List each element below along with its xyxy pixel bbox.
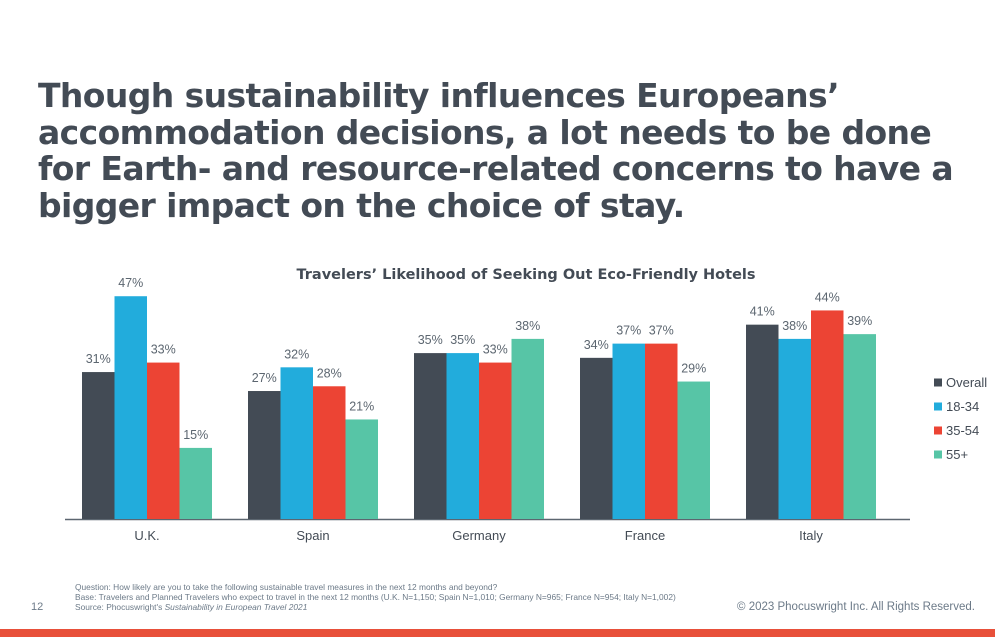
value-label-italy-35-54: 44% [815, 290, 840, 304]
value-label-u-k-overall: 31% [86, 352, 111, 366]
legend-swatch-35-54 [934, 426, 942, 435]
value-label-spain-35-54: 28% [317, 366, 342, 380]
legend-swatch-18-34 [934, 402, 942, 411]
legend-swatch-55 [934, 450, 942, 459]
bar-italy-55 [843, 334, 876, 519]
copyright: © 2023 Phocuswright Inc. All Rights Rese… [737, 601, 975, 613]
bar-france-18-34 [612, 343, 645, 519]
legend-label-overall: Overall [946, 375, 987, 390]
footnote-source-title: Sustainability in European Travel 2021 [164, 602, 308, 613]
value-label-italy-18-34: 38% [782, 319, 807, 333]
bars-group [82, 296, 876, 519]
bar-spain-55 [345, 419, 378, 519]
bar-u-k-55 [179, 447, 212, 519]
legend-label-35-54: 35-54 [946, 423, 979, 438]
value-label-germany-18-34: 35% [450, 333, 475, 347]
value-label-germany-overall: 35% [418, 333, 443, 347]
value-label-germany-35-54: 33% [483, 343, 508, 357]
value-label-italy-55: 39% [847, 314, 872, 328]
value-label-france-18-34: 37% [616, 324, 641, 338]
legend-label-55: 55+ [946, 447, 968, 462]
x-tick-italy: Italy [799, 528, 823, 543]
value-label-spain-55: 21% [349, 399, 374, 413]
value-labels-group: 31% 47% 33% 15% 27% 32% 28% 21% 35% 35% 33% 38% 34% 3… [86, 276, 873, 442]
bar-u-k-overall [82, 372, 115, 519]
legend-label-18-34: 18-34 [946, 399, 979, 414]
bar-italy-35-54 [811, 310, 844, 519]
value-label-france-55: 29% [681, 362, 706, 376]
bar-italy-overall [746, 324, 779, 519]
value-label-germany-55: 38% [515, 319, 540, 333]
value-label-france-35-54: 37% [649, 324, 674, 338]
value-label-u-k-18-34: 47% [118, 276, 143, 290]
value-label-italy-overall: 41% [750, 305, 775, 319]
bar-u-k-35-54 [147, 362, 180, 519]
x-tick-spain: Spain [296, 528, 329, 543]
bar-germany-overall [414, 353, 447, 519]
footnote-source: Source: Phocuswright's Sustainability in… [75, 602, 676, 612]
bar-germany-18-34 [446, 353, 479, 519]
legend-swatch-overall [934, 378, 942, 387]
legend: Overall 18-34 35-54 55+ [934, 375, 987, 462]
bar-spain-overall [248, 391, 281, 519]
footnotes: Question: How likely are you to take the… [75, 582, 676, 613]
bar-germany-35-54 [479, 362, 512, 519]
bar-spain-35-54 [313, 386, 346, 519]
value-label-spain-18-34: 32% [284, 347, 309, 361]
footnote-base: Base: Travelers and Planned Travelers wh… [75, 592, 676, 603]
bar-italy-18-34 [778, 338, 811, 519]
bar-u-k-18-34 [114, 296, 147, 519]
bar-france-35-54 [645, 343, 678, 519]
bar-france-overall [580, 357, 613, 519]
footnote-question: Question: How likely are you to take the… [75, 582, 498, 592]
value-label-u-k-35-54: 33% [151, 343, 176, 357]
x-tick-labels-group: U.K. Spain Germany France Italy [134, 528, 823, 543]
bar-france-55 [677, 381, 710, 519]
page-title: Though sustainability influences Europea… [38, 76, 954, 225]
value-label-u-k-55: 15% [183, 428, 208, 442]
value-label-spain-overall: 27% [252, 371, 277, 385]
page-number: 12 [31, 601, 44, 613]
footnote-source-prefix: Source: Phocuswright's [75, 602, 165, 613]
value-label-france-overall: 34% [584, 338, 609, 352]
bar-germany-55 [511, 338, 544, 519]
x-tick-france: France [625, 528, 665, 543]
bar-spain-18-34 [280, 367, 313, 519]
chart-title: Travelers’ Likelihood of Seeking Out Eco… [296, 267, 755, 283]
bottom-accent-bar [0, 629, 995, 637]
x-tick-u-k: U.K. [134, 528, 159, 543]
x-tick-germany: Germany [452, 528, 506, 543]
